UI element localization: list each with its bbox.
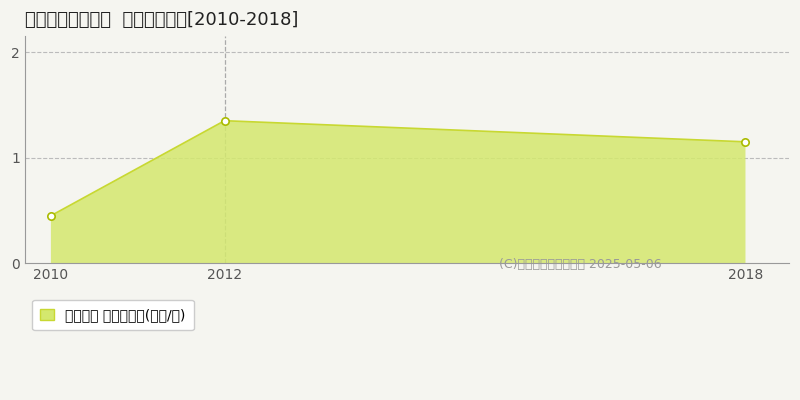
Text: 磯城郡川西町梅戸  土地価格推移[2010-2018]: 磯城郡川西町梅戸 土地価格推移[2010-2018] [25,11,298,29]
Text: (C)土地価格ドットコム 2025-05-06: (C)土地価格ドットコム 2025-05-06 [498,258,661,271]
Point [218,118,231,124]
Point [45,212,58,219]
Point [739,139,752,145]
Legend: 土地価格 平均坪単価(万円/坪): 土地価格 平均坪単価(万円/坪) [32,300,194,330]
Polygon shape [51,121,746,263]
